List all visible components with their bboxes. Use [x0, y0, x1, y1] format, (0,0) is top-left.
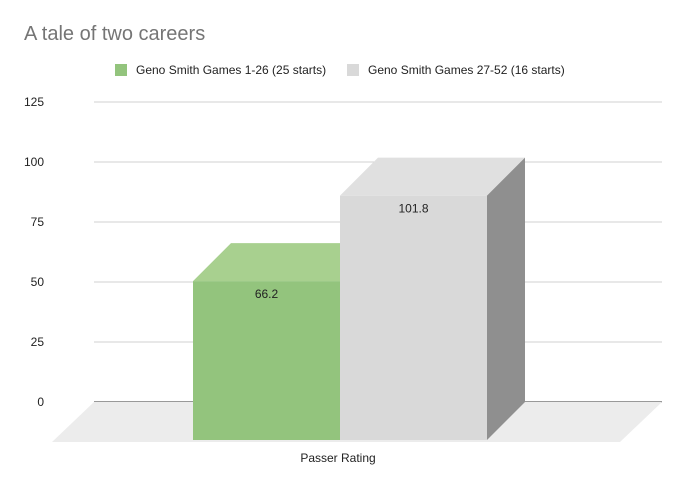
bar-top-series-2 [340, 157, 525, 196]
bar-series-2 [340, 195, 487, 440]
bar-side-series-2 [487, 157, 525, 440]
y-tick-label-50: 50 [31, 275, 45, 289]
legend-swatch-series-1 [115, 64, 127, 76]
data-label-series-1: 66.2 [255, 287, 279, 301]
y-tick-label-25: 25 [31, 335, 45, 349]
legend-label-series-1: Geno Smith Games 1-26 (25 starts) [136, 63, 327, 77]
legend: Geno Smith Games 1-26 (25 starts) Geno S… [0, 63, 687, 81]
legend-swatch-series-2 [347, 64, 359, 76]
data-label-series-2: 101.8 [398, 202, 428, 216]
chart-title: A tale of two careers [24, 23, 206, 45]
y-tick-label-100: 100 [24, 155, 44, 169]
bar-series-1 [193, 281, 340, 440]
y-tick-label-0: 0 [37, 395, 44, 409]
bar-top-series-1 [193, 243, 378, 282]
legend-label-series-2: Geno Smith Games 27-52 (16 starts) [368, 63, 565, 77]
legend-item-series-1[interactable]: Geno Smith Games 1-26 (25 starts) [115, 63, 326, 77]
x-category-label: Passer Rating [300, 451, 375, 465]
y-tick-label-125: 125 [24, 95, 44, 109]
legend-item-series-2[interactable]: Geno Smith Games 27-52 (16 starts) [347, 63, 565, 77]
y-tick-label-75: 75 [31, 215, 45, 229]
